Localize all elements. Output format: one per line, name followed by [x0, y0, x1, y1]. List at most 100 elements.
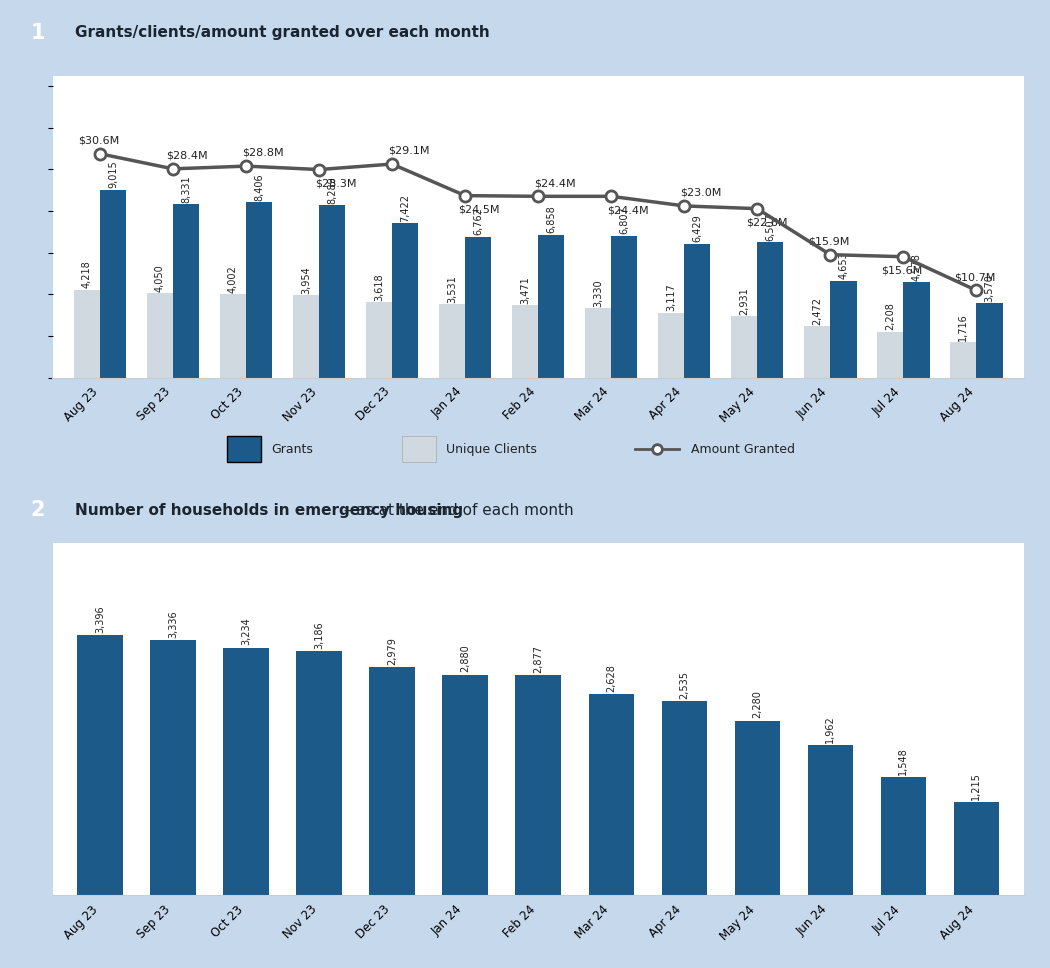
- Bar: [219, 294, 246, 378]
- Text: 4,218: 4,218: [82, 260, 91, 288]
- Bar: [757, 242, 783, 378]
- Bar: [588, 694, 634, 895]
- Bar: [293, 295, 319, 378]
- Text: 3,117: 3,117: [666, 284, 676, 312]
- Bar: [611, 236, 637, 378]
- Text: 3,336: 3,336: [168, 610, 178, 638]
- Text: 4,050: 4,050: [154, 264, 165, 292]
- Bar: [903, 282, 929, 378]
- Text: $30.6M: $30.6M: [78, 136, 120, 145]
- Bar: [731, 317, 757, 378]
- Text: 2,880: 2,880: [460, 645, 470, 673]
- Text: 3,954: 3,954: [301, 266, 311, 294]
- Bar: [439, 304, 465, 378]
- Text: 9,015: 9,015: [108, 161, 118, 189]
- Bar: [392, 223, 418, 378]
- Bar: [173, 204, 200, 378]
- Text: 3,234: 3,234: [242, 618, 251, 646]
- Text: Number of households in emergency housing: Number of households in emergency housin…: [76, 502, 463, 518]
- FancyBboxPatch shape: [227, 437, 261, 462]
- Text: 2,931: 2,931: [739, 287, 749, 316]
- Bar: [658, 313, 685, 378]
- Text: Grants/clients/amount granted over each month: Grants/clients/amount granted over each …: [76, 25, 490, 41]
- Bar: [511, 305, 538, 378]
- Text: 3,570: 3,570: [985, 274, 994, 302]
- Text: 4,653: 4,653: [838, 252, 848, 280]
- Text: 8,289: 8,289: [328, 176, 337, 203]
- Text: 2,628: 2,628: [606, 664, 616, 692]
- Text: 4,002: 4,002: [228, 265, 238, 293]
- Text: 1,548: 1,548: [898, 746, 908, 774]
- Text: 2,979: 2,979: [387, 637, 397, 665]
- Bar: [881, 777, 926, 895]
- Text: 2,208: 2,208: [885, 302, 895, 330]
- Text: 1,716: 1,716: [959, 313, 968, 341]
- Bar: [296, 651, 341, 895]
- Text: – as at the end of each month: – as at the end of each month: [339, 502, 573, 518]
- Bar: [735, 721, 780, 895]
- Text: 2,535: 2,535: [679, 671, 689, 699]
- Text: 8,331: 8,331: [182, 175, 191, 202]
- Bar: [442, 675, 488, 895]
- Text: 2: 2: [30, 500, 45, 520]
- Bar: [150, 640, 195, 895]
- Text: 7,422: 7,422: [400, 194, 411, 222]
- Text: $15.6M: $15.6M: [881, 266, 923, 276]
- Text: $23.0M: $23.0M: [680, 188, 722, 197]
- Text: 2,472: 2,472: [812, 297, 822, 325]
- Text: $28.3M: $28.3M: [315, 179, 357, 189]
- Text: $24.4M: $24.4M: [608, 205, 649, 216]
- Text: 3,531: 3,531: [447, 275, 457, 303]
- Text: 6,762: 6,762: [474, 207, 483, 235]
- Text: 3,330: 3,330: [593, 280, 603, 307]
- Text: $29.1M: $29.1M: [388, 146, 429, 156]
- FancyBboxPatch shape: [402, 437, 436, 462]
- Bar: [950, 342, 976, 378]
- Text: $28.4M: $28.4M: [166, 151, 207, 161]
- Text: Grants: Grants: [271, 442, 313, 456]
- Text: 1,215: 1,215: [971, 772, 982, 800]
- Bar: [662, 701, 707, 895]
- Bar: [953, 802, 999, 895]
- Bar: [685, 244, 711, 378]
- Text: $28.8M: $28.8M: [243, 148, 284, 158]
- Text: 3,396: 3,396: [94, 605, 105, 633]
- Text: 6,807: 6,807: [620, 207, 629, 234]
- Bar: [370, 667, 415, 895]
- Bar: [78, 635, 123, 895]
- Bar: [365, 302, 392, 378]
- Bar: [516, 675, 561, 895]
- Bar: [147, 293, 173, 378]
- Text: 3,618: 3,618: [374, 273, 384, 301]
- Bar: [100, 190, 126, 378]
- Bar: [538, 234, 565, 378]
- Text: $15.9M: $15.9M: [808, 236, 849, 247]
- Bar: [246, 202, 272, 378]
- Bar: [976, 303, 1003, 378]
- Text: $24.5M: $24.5M: [458, 205, 500, 215]
- Bar: [807, 745, 853, 895]
- Bar: [74, 289, 100, 378]
- Bar: [831, 281, 857, 378]
- Text: $10.7M: $10.7M: [954, 272, 995, 282]
- Text: 6,429: 6,429: [692, 215, 702, 242]
- Text: 4,578: 4,578: [911, 253, 922, 281]
- Text: Unique Clients: Unique Clients: [446, 442, 537, 456]
- Text: 3,471: 3,471: [520, 276, 530, 304]
- Text: 2,280: 2,280: [752, 690, 762, 718]
- Text: 3,186: 3,186: [314, 621, 324, 650]
- Text: 2,877: 2,877: [533, 645, 543, 673]
- Text: 6,507: 6,507: [765, 213, 775, 241]
- Text: $22.6M: $22.6M: [747, 218, 788, 227]
- Bar: [877, 331, 903, 378]
- Bar: [224, 648, 269, 895]
- Text: 6,858: 6,858: [546, 205, 556, 233]
- Text: 1,962: 1,962: [825, 715, 835, 742]
- Bar: [585, 308, 611, 378]
- Text: 1: 1: [30, 23, 45, 43]
- Bar: [319, 205, 345, 378]
- Text: Amount Granted: Amount Granted: [691, 442, 795, 456]
- Text: $24.4M: $24.4M: [534, 178, 576, 188]
- Text: 8,406: 8,406: [254, 173, 265, 201]
- Bar: [465, 237, 491, 378]
